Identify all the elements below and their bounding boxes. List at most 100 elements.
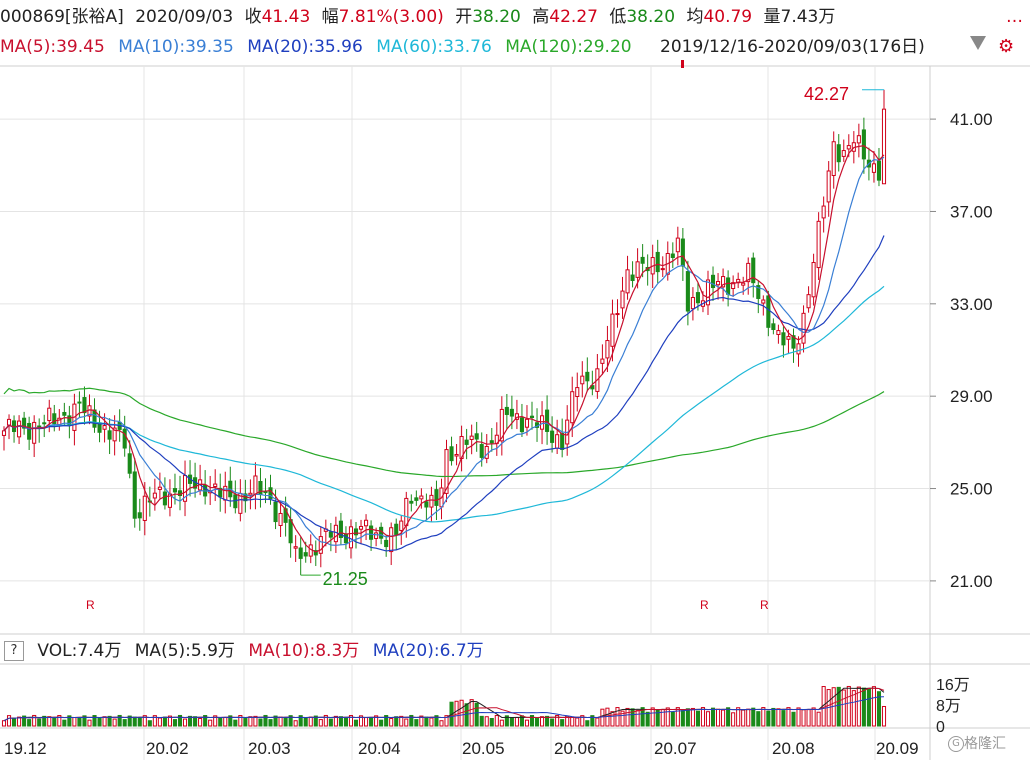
candle-body bbox=[776, 330, 781, 335]
volume-bar bbox=[358, 715, 364, 727]
candle-body bbox=[474, 433, 479, 440]
volume-bar bbox=[534, 718, 540, 727]
volume-bar bbox=[761, 707, 766, 727]
ma120-label: MA(120):29.20 bbox=[505, 37, 632, 57]
candle-body bbox=[756, 285, 761, 299]
candle-body bbox=[620, 290, 625, 309]
volume-bar bbox=[102, 716, 107, 727]
x-tick-label: 20.03 bbox=[248, 739, 291, 758]
candle-body bbox=[77, 401, 82, 404]
volume-bar bbox=[17, 716, 22, 727]
volume-bar bbox=[333, 715, 338, 727]
candle-body bbox=[389, 527, 394, 553]
volume-bar bbox=[404, 718, 409, 727]
volume-bar bbox=[384, 715, 389, 727]
candle-body bbox=[670, 253, 675, 258]
candle-body bbox=[142, 495, 147, 521]
volume-bar bbox=[509, 717, 514, 727]
x-tick-label: 20.07 bbox=[654, 739, 697, 758]
date-range[interactable]: 2019/12/16-2020/09/03(176日) bbox=[660, 34, 925, 60]
volume-tick-label: 16万 bbox=[936, 677, 970, 694]
volume-bar bbox=[756, 711, 761, 727]
volume-bar bbox=[47, 716, 52, 727]
candle-body bbox=[404, 497, 409, 527]
stock-code[interactable]: 000869[张裕A] bbox=[0, 7, 124, 27]
volume-bar bbox=[218, 717, 223, 727]
candle-body bbox=[364, 519, 369, 527]
volume-bar bbox=[374, 715, 379, 727]
volume-bar bbox=[394, 716, 399, 727]
volume-bar bbox=[338, 716, 343, 727]
volume-bar bbox=[494, 715, 499, 727]
volume-bar bbox=[685, 708, 690, 727]
volume-bar bbox=[479, 715, 484, 727]
candle-body bbox=[464, 439, 469, 445]
volume-bar bbox=[424, 716, 429, 727]
candle-body bbox=[298, 547, 303, 559]
candle-body bbox=[52, 413, 57, 425]
candle-body bbox=[273, 501, 278, 523]
candle-body bbox=[369, 525, 374, 540]
candle-body bbox=[218, 487, 223, 498]
high-field: 高42.27 bbox=[532, 7, 598, 27]
volume-bar bbox=[253, 715, 258, 727]
volume-bar bbox=[841, 689, 846, 727]
volume-bar bbox=[801, 709, 806, 727]
volume-bar bbox=[42, 715, 47, 727]
candle-body bbox=[555, 434, 560, 449]
candle-body bbox=[635, 261, 640, 278]
candle-body bbox=[570, 391, 575, 424]
volume-bar bbox=[107, 715, 112, 727]
volume-bar bbox=[268, 719, 273, 727]
volume-bar bbox=[228, 715, 233, 727]
candle-body bbox=[680, 238, 685, 267]
volume-tick-label: 0 bbox=[936, 719, 945, 736]
volume-bar bbox=[22, 715, 27, 727]
volume-bar bbox=[871, 686, 876, 727]
candle-body bbox=[540, 415, 545, 430]
volume-bar bbox=[248, 716, 253, 727]
volume-bar bbox=[600, 708, 605, 727]
candle-body bbox=[152, 492, 157, 499]
candle-body bbox=[22, 417, 27, 429]
low-label: 21.25 bbox=[323, 569, 368, 589]
volume-bar bbox=[529, 715, 535, 727]
volume-bar bbox=[595, 717, 600, 727]
dots-icon[interactable]: … bbox=[1006, 7, 1023, 27]
help-icon[interactable]: ? bbox=[4, 641, 24, 661]
volume-bar bbox=[570, 716, 575, 727]
volume-bar bbox=[635, 710, 640, 727]
candle-body bbox=[434, 489, 439, 506]
candle-body bbox=[479, 444, 484, 458]
ma10-line bbox=[3, 156, 885, 546]
volume-bar bbox=[167, 715, 172, 727]
candle-body bbox=[605, 340, 610, 359]
candle-body bbox=[575, 387, 580, 397]
volume-bar bbox=[243, 718, 248, 727]
volume-bar bbox=[328, 718, 333, 727]
candle-body bbox=[560, 433, 565, 450]
candle-body bbox=[112, 427, 117, 442]
volume-bar bbox=[353, 719, 359, 727]
volume-bar bbox=[112, 718, 117, 727]
candle-body bbox=[1, 430, 7, 436]
volume-bar bbox=[258, 718, 263, 727]
volume-bar bbox=[414, 719, 419, 727]
candle-body bbox=[137, 512, 142, 519]
gear-icon[interactable]: ⚙ bbox=[998, 36, 1015, 57]
candle-body bbox=[786, 335, 791, 340]
volume-bar bbox=[690, 707, 695, 727]
volume-bar bbox=[37, 718, 42, 727]
volume-bar bbox=[303, 717, 308, 727]
vol-ma5-label: MA(5):5.9万 bbox=[134, 641, 235, 661]
candle-body bbox=[726, 277, 731, 295]
price-tick-label: 41.00 bbox=[950, 110, 993, 129]
volume-bar bbox=[379, 719, 384, 727]
low-field: 低38.20 bbox=[609, 7, 676, 27]
volume-bar bbox=[484, 716, 489, 727]
candle-body bbox=[454, 453, 459, 457]
volume-bar bbox=[806, 709, 811, 727]
triangle-down-icon[interactable] bbox=[970, 36, 986, 50]
volume-bar bbox=[439, 720, 444, 727]
